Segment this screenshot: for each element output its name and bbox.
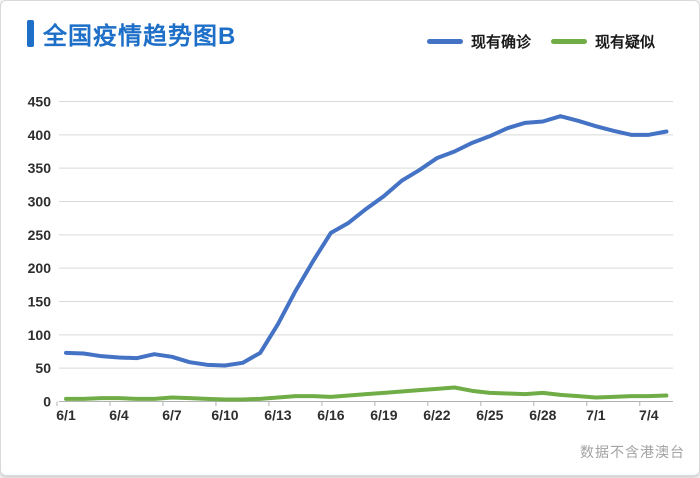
title-accent-bar: [27, 20, 34, 47]
x-axis-label-6-4: 6/4: [109, 407, 129, 423]
x-axis-label-6-7: 6/7: [162, 407, 182, 423]
confirmed-line-swatch: [426, 39, 463, 44]
x-axis-label-6-22: 6/22: [423, 407, 450, 423]
confirmed-trend-line: [64, 114, 669, 368]
x-axis-label-6-1: 6/1: [56, 407, 76, 423]
y-axis-label-0: 0: [43, 394, 51, 410]
x-axis-label-6-28: 6/28: [529, 407, 556, 423]
x-axis-label-6-19: 6/19: [370, 407, 397, 423]
x-axis-label-7-4: 7/4: [639, 407, 659, 423]
suspected-trend-line: [64, 385, 669, 402]
legend-label-confirmed: 现有确诊: [470, 34, 531, 51]
x-axis-label-6-10: 6/10: [211, 407, 238, 423]
page-title: 全国疫情趋势图B: [27, 16, 236, 51]
y-axis-label-450: 450: [28, 94, 52, 110]
chart-header: 全国疫情趋势图B 现有确诊 现有疑似: [1, 1, 699, 63]
y-axis-label-400: 400: [28, 127, 52, 143]
page-title-text: 全国疫情趋势图B: [43, 23, 237, 50]
x-axis-label-7-1: 7/1: [586, 407, 606, 423]
y-axis-label-150: 150: [28, 294, 52, 310]
y-axis-label-350: 350: [28, 160, 52, 176]
suspected-line-swatch: [550, 39, 587, 44]
y-axis-label-200: 200: [28, 260, 52, 276]
legend: 现有确诊 现有疑似: [426, 31, 655, 52]
legend-label-suspected: 现有疑似: [594, 34, 655, 51]
x-axis-label-6-25: 6/25: [476, 407, 503, 423]
x-axis-label-6-13: 6/13: [264, 407, 291, 423]
legend-item-confirmed: 现有确诊: [426, 31, 531, 52]
y-axis-label-300: 300: [28, 194, 52, 210]
y-axis-label-50: 50: [35, 360, 51, 376]
y-axis-label-100: 100: [28, 327, 52, 343]
y-axis-label-250: 250: [28, 227, 52, 243]
legend-item-suspected: 现有疑似: [550, 31, 655, 52]
x-axis-label-6-16: 6/16: [317, 407, 344, 423]
data-note: 数据不含港澳台: [580, 444, 685, 460]
